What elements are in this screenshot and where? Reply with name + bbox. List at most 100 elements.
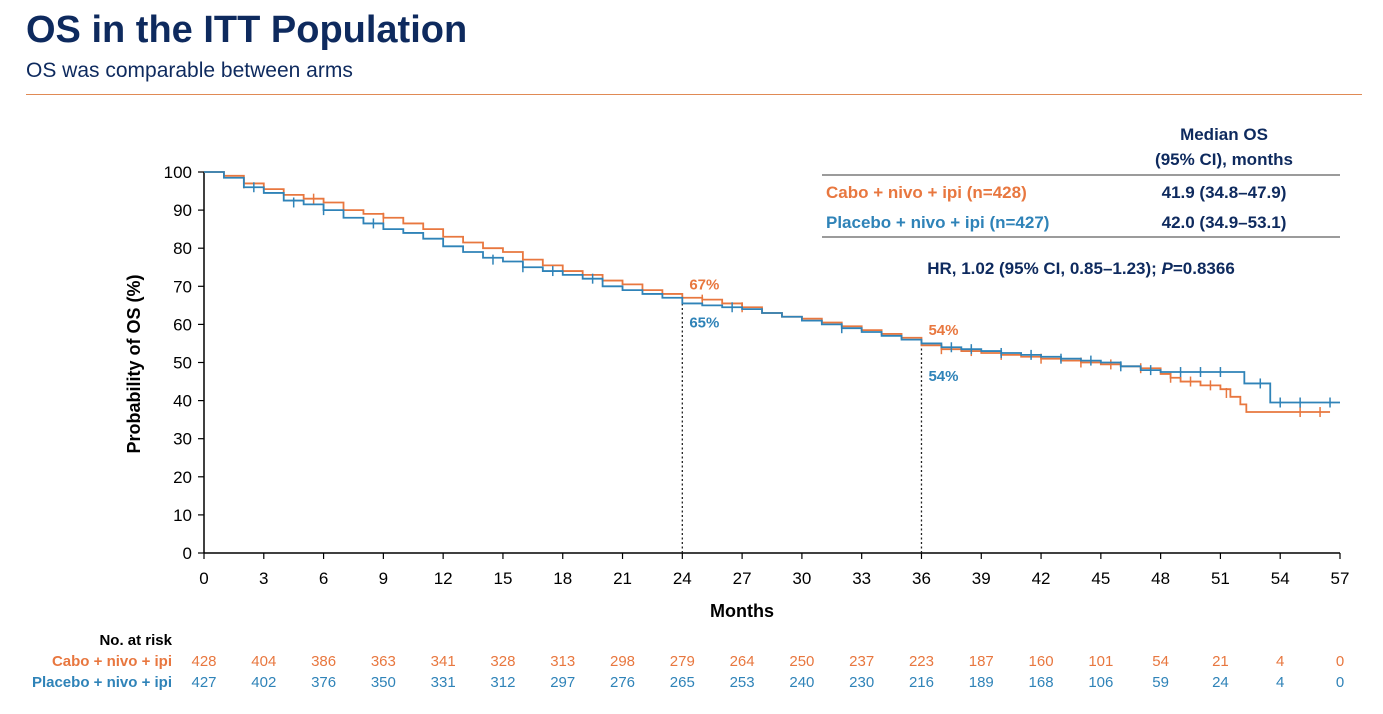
- x-tick-label: 48: [1151, 569, 1170, 588]
- page-subtitle: OS was comparable between arms: [26, 59, 353, 82]
- risk-value-placebo: 216: [909, 674, 934, 691]
- risk-table: No. at risk Cabo + nivo + ipi Placebo + …: [32, 632, 1344, 691]
- curves: [204, 171, 1340, 418]
- legend-table: Median OS (95% CI), months Cabo + nivo +…: [822, 125, 1340, 278]
- percent-annotation-cabo: 54%: [928, 322, 958, 339]
- percent-annotation-placebo: 65%: [689, 314, 719, 331]
- risk-value-placebo: 106: [1088, 674, 1113, 691]
- x-tick-label: 0: [199, 569, 208, 588]
- y-tick-label: 90: [173, 201, 192, 220]
- placebo-survival-curve: [204, 171, 1340, 404]
- legend-value-cabo: 41.9 (34.8–47.9): [1162, 183, 1287, 202]
- reference-lines: [681, 293, 923, 553]
- axes: 0 10 20 30 40 50 60 70 80 90 100 0 3 6 9 12 15 18 21 24 27 30…: [164, 163, 1350, 588]
- x-tick-label: 54: [1271, 569, 1290, 588]
- x-axis-title: Months: [710, 601, 774, 621]
- risk-value-placebo: 230: [849, 674, 874, 691]
- y-axis-title: Probability of OS (%): [124, 274, 144, 453]
- risk-value-placebo: 0: [1336, 674, 1344, 691]
- x-tick-label: 45: [1091, 569, 1110, 588]
- legend-label-placebo: Placebo + nivo + ipi (n=427): [826, 213, 1049, 232]
- risk-value-cabo: 4: [1276, 653, 1284, 670]
- risk-value-placebo: 276: [610, 674, 635, 691]
- risk-value-cabo: 328: [490, 653, 515, 670]
- risk-value-cabo: 264: [730, 653, 755, 670]
- risk-value-cabo: 0: [1336, 653, 1344, 670]
- risk-value-cabo: 187: [969, 653, 994, 670]
- risk-value-cabo: 54: [1152, 653, 1169, 670]
- risk-value-placebo: 240: [789, 674, 814, 691]
- risk-value-placebo: 312: [490, 674, 515, 691]
- risk-row-label-placebo: Placebo + nivo + ipi: [32, 674, 172, 691]
- legend-label-cabo: Cabo + nivo + ipi (n=428): [826, 183, 1027, 202]
- x-tick-label: 27: [733, 569, 752, 588]
- x-tick-label: 30: [792, 569, 811, 588]
- x-tick-label: 51: [1211, 569, 1230, 588]
- y-tick-label: 70: [173, 277, 192, 296]
- legend-value-placebo: 42.0 (34.9–53.1): [1162, 213, 1287, 232]
- x-tick-label: 15: [493, 569, 512, 588]
- cabo-survival-curve: [204, 171, 1331, 413]
- risk-value-cabo: 101: [1088, 653, 1113, 670]
- risk-value-placebo: 168: [1029, 674, 1054, 691]
- legend-heading-line2: (95% CI), months: [1155, 150, 1293, 169]
- risk-value-cabo: 428: [191, 653, 216, 670]
- y-tick-label: 100: [164, 163, 192, 182]
- risk-value-placebo: 4: [1276, 674, 1284, 691]
- x-tick-label: 3: [259, 569, 268, 588]
- y-tick-label: 20: [173, 468, 192, 487]
- risk-value-cabo: 404: [251, 653, 276, 670]
- risk-value-placebo: 297: [550, 674, 575, 691]
- x-tick-label: 21: [613, 569, 632, 588]
- risk-value-cabo: 250: [789, 653, 814, 670]
- x-tick-label: 42: [1032, 569, 1051, 588]
- page-title: OS in the ITT Population: [26, 9, 468, 51]
- risk-value-placebo: 253: [730, 674, 755, 691]
- risk-value-cabo: 160: [1029, 653, 1054, 670]
- percent-annotation-placebo: 54%: [928, 368, 958, 385]
- y-tick-label: 60: [173, 315, 192, 334]
- hr-p-label: P: [1162, 259, 1174, 278]
- x-tick-label: 9: [379, 569, 388, 588]
- legend-heading-line1: Median OS: [1180, 125, 1268, 144]
- x-tick-label: 33: [852, 569, 871, 588]
- risk-value-cabo: 298: [610, 653, 635, 670]
- x-tick-label: 6: [319, 569, 328, 588]
- risk-value-placebo: 350: [371, 674, 396, 691]
- annotations: 67% 65% 54% 54%: [689, 276, 958, 384]
- risk-value-cabo: 223: [909, 653, 934, 670]
- risk-value-placebo: 189: [969, 674, 994, 691]
- risk-value-cabo: 386: [311, 653, 336, 670]
- risk-row-label-cabo: Cabo + nivo + ipi: [52, 653, 172, 670]
- y-tick-label: 0: [183, 544, 192, 563]
- risk-value-placebo: 59: [1152, 674, 1169, 691]
- risk-table-heading: No. at risk: [99, 632, 172, 649]
- x-tick-label: 39: [972, 569, 991, 588]
- x-tick-label: 24: [673, 569, 692, 588]
- risk-value-placebo: 24: [1212, 674, 1229, 691]
- y-tick-label: 30: [173, 430, 192, 449]
- hr-prefix: HR, 1.02 (95% CI, 0.85–1.23);: [927, 259, 1161, 278]
- risk-value-cabo: 363: [371, 653, 396, 670]
- risk-value-placebo: 402: [251, 674, 276, 691]
- x-tick-label: 18: [553, 569, 572, 588]
- risk-value-placebo: 265: [670, 674, 695, 691]
- risk-value-cabo: 279: [670, 653, 695, 670]
- y-tick-label: 40: [173, 392, 192, 411]
- hazard-ratio-text: HR, 1.02 (95% CI, 0.85–1.23); P=0.8366: [927, 259, 1235, 278]
- percent-annotation-cabo: 67%: [689, 276, 719, 293]
- y-tick-label: 10: [173, 506, 192, 525]
- y-tick-label: 50: [173, 354, 192, 373]
- risk-values: 428 404 386 363 341 328 313 298 279 264 250 237 223 1…: [191, 653, 1344, 691]
- hr-p-value: =0.8366: [1173, 259, 1235, 278]
- title-divider: [26, 94, 1362, 95]
- y-tick-label: 80: [173, 239, 192, 258]
- risk-value-cabo: 237: [849, 653, 874, 670]
- x-tick-label: 12: [434, 569, 453, 588]
- risk-value-cabo: 313: [550, 653, 575, 670]
- x-tick-label: 57: [1331, 569, 1350, 588]
- risk-value-placebo: 427: [191, 674, 216, 691]
- risk-value-cabo: 21: [1212, 653, 1229, 670]
- risk-value-placebo: 376: [311, 674, 336, 691]
